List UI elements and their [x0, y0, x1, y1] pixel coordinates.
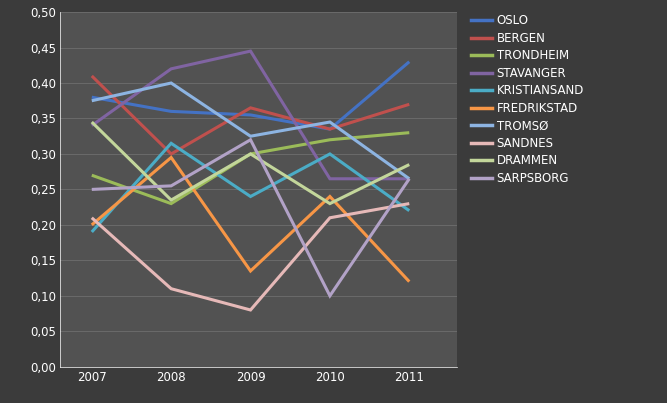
Legend: OSLO, BERGEN, TRONDHEIM, STAVANGER, KRISTIANSAND, FREDRIKSTAD, TROMSØ, SANDNES, : OSLO, BERGEN, TRONDHEIM, STAVANGER, KRIS… — [471, 15, 584, 185]
